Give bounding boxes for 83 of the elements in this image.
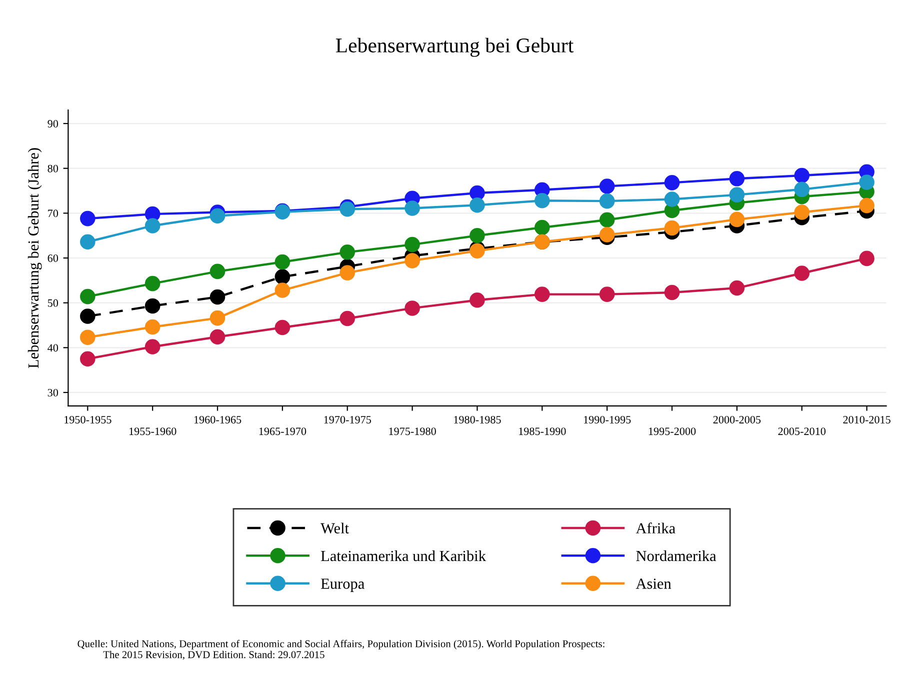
point (470, 292, 485, 308)
point (80, 288, 96, 304)
point (274, 282, 290, 298)
point (534, 220, 550, 236)
point (794, 204, 810, 220)
legend-label: Lateinamerika und Karibik (320, 550, 486, 562)
point (859, 174, 874, 190)
point (599, 212, 615, 228)
x-tick-label: 1995-2000 (648, 428, 696, 436)
point (599, 286, 615, 302)
point (470, 228, 485, 244)
point (664, 220, 680, 236)
legend-label: Europa (320, 578, 364, 592)
point (274, 254, 290, 270)
y-tick-label: 30 (48, 388, 58, 396)
point (340, 244, 356, 260)
point (534, 192, 550, 208)
x-tick-label: 1980-1985 (454, 416, 501, 424)
point (80, 330, 96, 345)
x-tick-label: 1970-1975 (324, 416, 372, 424)
legend-label: Welt (320, 522, 349, 534)
point (144, 276, 160, 292)
legend-label: Asien (636, 578, 672, 589)
x-tick-label: 1975-1980 (389, 428, 436, 436)
point (534, 286, 550, 302)
point (274, 269, 290, 284)
point (404, 253, 420, 268)
point (80, 351, 96, 366)
chart-title: Lebenserwartung bei Geburt (336, 38, 574, 57)
source-note: Quelle: United Nations, Department of Economic and Social Affairs, Population Division (2015). World Population Prospects: The 2015 Revision, DVD Edition. Stand: 29.07.2015 (78, 640, 604, 660)
x-tick-label: 1985-1990 (519, 428, 566, 436)
point (404, 236, 420, 252)
y-tick-label: 40 (48, 344, 58, 352)
x-tick-label: 2010-2015 (843, 416, 890, 424)
point (599, 227, 615, 242)
point (80, 210, 96, 226)
point (80, 234, 96, 250)
point (794, 168, 810, 184)
y-tick-label: 80 (48, 164, 58, 172)
point (470, 197, 485, 213)
point (210, 310, 226, 326)
point (599, 178, 615, 194)
point (340, 310, 356, 326)
point (404, 300, 420, 316)
x-tick-label: 2000-2005 (713, 416, 761, 424)
point (729, 280, 745, 296)
point (340, 265, 356, 280)
point (664, 175, 680, 190)
point (274, 320, 290, 336)
y-tick-label: 50 (48, 299, 58, 307)
x-tick-label: 1955-1960 (129, 428, 176, 436)
point (144, 298, 160, 314)
point (664, 192, 680, 207)
point (210, 329, 226, 345)
y-tick-label: 60 (48, 254, 58, 262)
point (144, 339, 160, 354)
point (599, 193, 615, 209)
point (144, 218, 160, 234)
point (859, 198, 874, 214)
point (729, 212, 745, 228)
point (210, 289, 226, 305)
x-tick-label: 1965-1970 (259, 428, 306, 436)
x-tick-label: 1950-1955 (64, 416, 112, 424)
point (729, 171, 745, 186)
y-axis-title: Lebenserwartung bei Geburt (Jahre) (28, 148, 42, 368)
point (144, 319, 160, 335)
legend-label: Nordamerika (636, 550, 716, 562)
point (210, 208, 226, 224)
point (80, 308, 96, 324)
point (859, 250, 874, 266)
y-tick-label: 70 (48, 210, 58, 218)
y-tick-label: 90 (48, 120, 58, 128)
point (210, 264, 226, 280)
point (729, 187, 745, 202)
point (470, 243, 485, 258)
x-tick-label: 1990-1995 (584, 416, 631, 424)
point (664, 284, 680, 300)
point (794, 182, 810, 198)
x-tick-label: 2005-2010 (778, 428, 826, 436)
legend-label: Afrika (636, 522, 676, 534)
point (794, 266, 810, 281)
point (404, 200, 420, 216)
x-tick-label: 1960-1965 (194, 416, 242, 424)
